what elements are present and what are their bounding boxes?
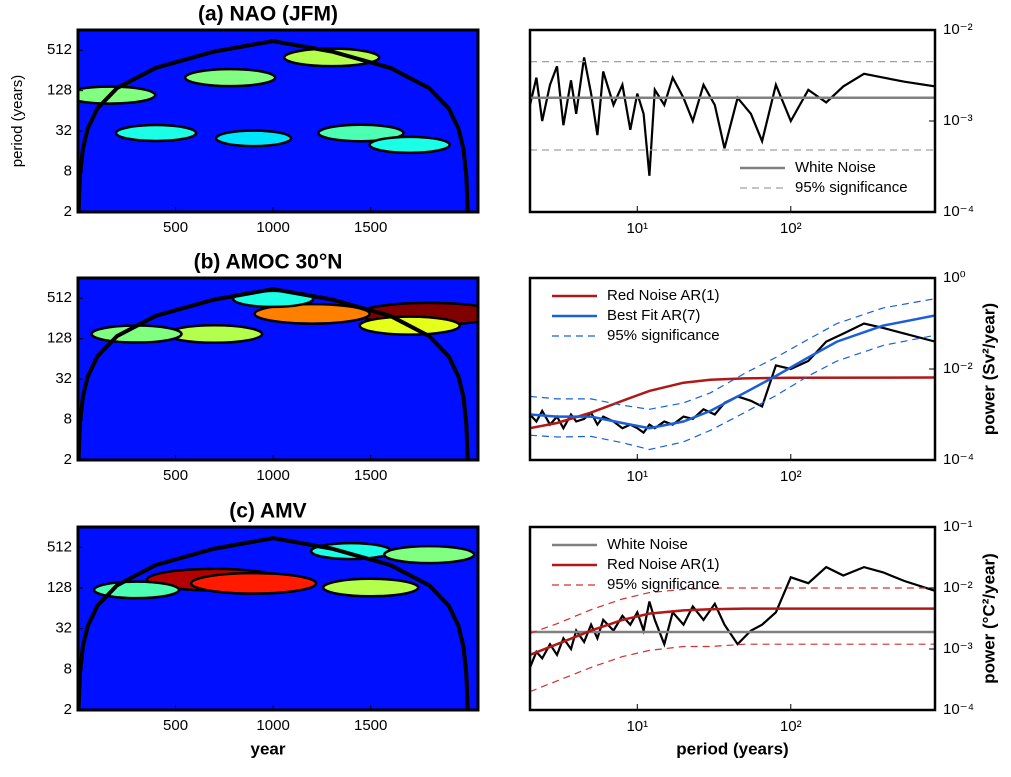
y-tick-label: 10⁻¹ [943,518,973,535]
background [78,30,478,212]
legend-label: White Noise [795,159,876,176]
series-line [530,607,935,657]
power-region [214,129,293,148]
legend-label: 95% significance [607,576,720,593]
y-tick-label: 32 [55,620,72,637]
x-tick-label: 10¹ [626,468,648,485]
plot-area [78,527,478,710]
power-region [321,577,420,598]
y-tick-label: 10⁻⁴ [943,203,974,220]
legend-label: White Noise [607,536,688,553]
x-tick-label: 1000 [256,717,289,734]
x-tick-label: 10² [780,468,802,485]
x-tick-label: 500 [163,717,188,734]
frame [76,276,480,462]
power-region [368,135,451,155]
series-line [530,587,935,634]
cone-of-influence [78,536,470,709]
panel-title: (c) AMV [229,500,306,523]
y-axis-label: period (years) [9,75,26,168]
legend-label: Red Noise AR(1) [607,556,720,573]
series-line [530,376,935,430]
power-region [282,47,381,68]
power-region [317,123,405,143]
y-tick-label: 2 [64,451,72,468]
cone-of-influence [78,287,470,459]
y-tick-label: 128 [47,330,72,347]
frame [528,28,937,214]
y-tick-label: 10⁻² [943,579,973,596]
y-tick-label: 8 [64,660,72,677]
x-axis-label: year [251,739,286,758]
significance-lower [530,334,935,451]
y-tick-label: 32 [55,370,72,387]
y-tick-label: 512 [47,538,72,555]
legend-label: Best Fit AR(7) [607,307,700,324]
x-tick-label: 10² [780,718,802,735]
x-tick-label: 1000 [256,467,289,484]
y-tick-label: 8 [64,411,72,428]
y-tick-label: 32 [55,122,72,139]
frame [528,525,937,712]
y-tick-label: 2 [64,203,72,220]
y-tick-label: 10⁻⁴ [943,451,974,468]
y-tick-label: 10⁰ [943,269,966,286]
y-tick-label: 128 [47,82,72,99]
significance-lower [530,643,935,693]
frame [76,525,480,712]
power-region [183,67,277,88]
legend-label: 95% significance [795,179,908,196]
plot-area [78,278,478,460]
y-tick-label: 512 [47,289,72,306]
power-region [78,85,157,105]
power-region [253,302,371,325]
spectrum-line [530,565,935,668]
x-tick-label: 10¹ [626,718,648,735]
x-tick-label: 10¹ [626,220,648,237]
x-tick-label: 1500 [354,219,387,236]
legend-label: 95% significance [607,327,720,344]
y-tick-label: 10⁻² [943,360,973,377]
y-tick-label: 10⁻³ [943,640,973,657]
frame [76,28,480,214]
plot-area [530,57,935,176]
panel-title: (a) NAO (JFM) [198,3,338,26]
x-tick-label: 1500 [354,717,387,734]
plot-area [78,30,478,212]
x-tick-label: 1500 [354,467,387,484]
y-axis-label: power (°C²/year) [979,553,998,684]
y-tick-label: 512 [47,41,72,58]
y-tick-label: 128 [47,579,72,596]
series-line [530,314,935,430]
y-axis-label: power (Sv²/year) [979,303,998,435]
power-region [382,544,476,565]
legend-label: Red Noise AR(1) [607,287,720,304]
y-tick-label: 8 [64,163,72,180]
x-tick-label: 1000 [256,219,289,236]
panel-title: (b) AMOC 30°N [194,251,343,274]
y-tick-label: 2 [64,701,72,718]
frame [528,276,937,462]
series-line [530,298,935,410]
x-tick-label: 10² [780,220,802,237]
y-tick-label: 10⁻³ [943,112,973,129]
x-tick-label: 500 [163,219,188,236]
x-axis-label: period (years) [676,739,788,758]
power-region [114,123,198,143]
plot-area [530,298,935,451]
plot-area [530,565,935,693]
y-tick-label: 10⁻² [943,21,973,38]
x-tick-label: 500 [163,467,188,484]
power-region [189,571,318,595]
y-tick-label: 10⁻⁴ [943,701,974,718]
cone-of-influence [78,39,470,211]
